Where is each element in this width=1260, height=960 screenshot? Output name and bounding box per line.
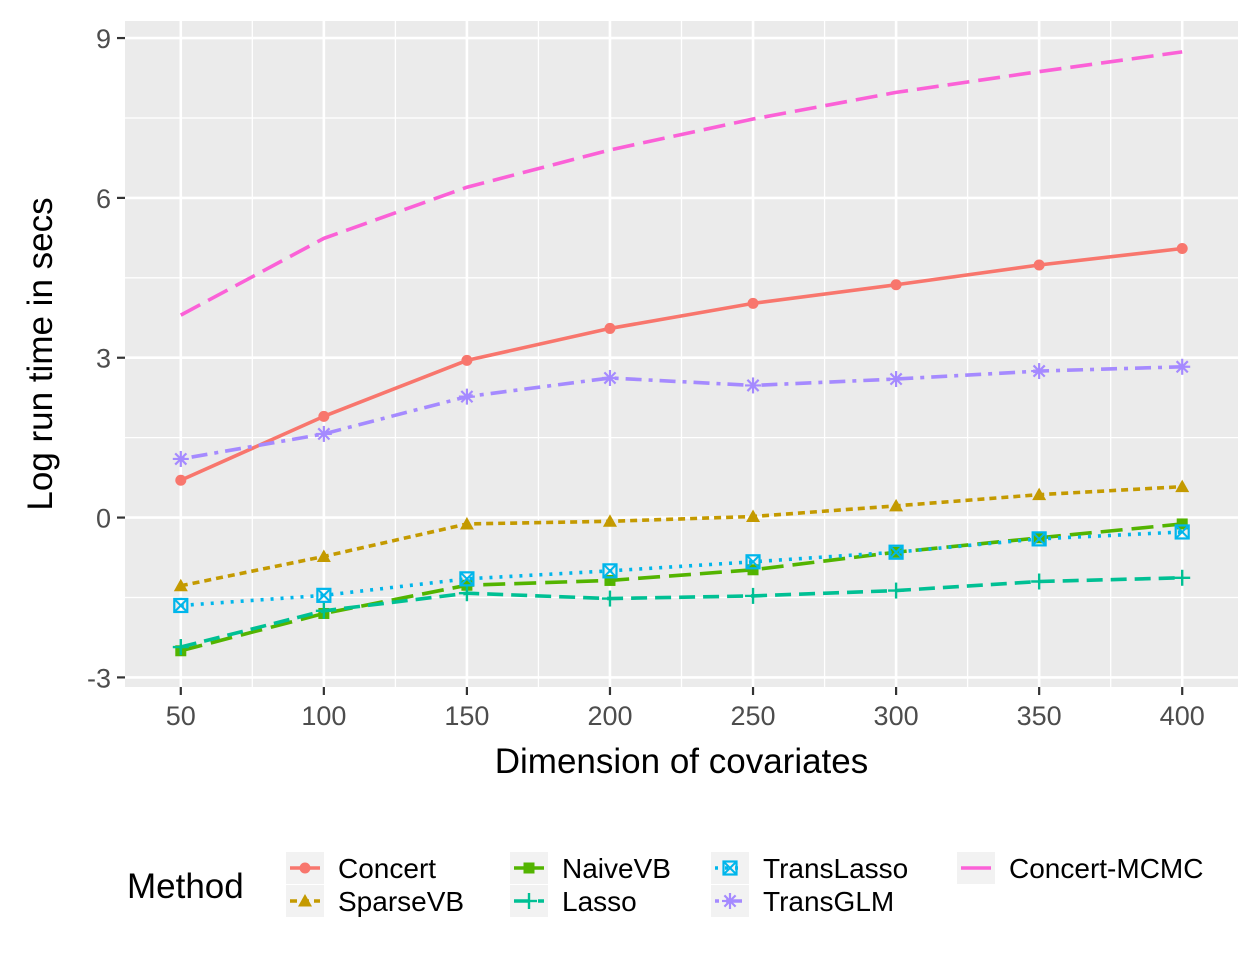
point	[745, 587, 762, 604]
point	[890, 279, 902, 291]
point	[521, 893, 537, 909]
x-tick-label: 100	[301, 701, 346, 731]
grid-lines	[125, 21, 1238, 687]
series-line	[179, 50, 1183, 317]
point	[888, 582, 905, 599]
series-concert-mcmc	[179, 50, 1183, 317]
legend-item-sparsevb: SparseVB	[286, 885, 464, 917]
point	[523, 862, 535, 874]
legend-label: Concert-MCMC	[1009, 853, 1203, 884]
point	[1031, 531, 1047, 547]
point	[601, 369, 618, 386]
legend-title: Method	[127, 867, 244, 906]
series-line	[180, 246, 1183, 482]
point	[458, 388, 475, 405]
point	[318, 410, 330, 422]
point	[888, 371, 905, 388]
series-line	[180, 530, 1183, 608]
point	[316, 549, 331, 562]
point	[747, 297, 759, 309]
legend-item-concert-mcmc: Concert-MCMC	[957, 852, 1203, 884]
point	[315, 425, 332, 442]
point	[315, 602, 332, 619]
point	[1033, 259, 1045, 271]
point	[604, 322, 616, 334]
point	[889, 498, 904, 512]
y-tick-label: 6	[96, 184, 111, 214]
point	[1174, 358, 1191, 375]
point	[316, 587, 332, 603]
point	[1176, 243, 1188, 255]
series-lasso	[172, 569, 1191, 656]
x-tick-label: 350	[1017, 701, 1062, 731]
point	[1174, 524, 1190, 540]
point	[1031, 363, 1048, 380]
y-axis-title: Log run time in secs	[21, 197, 60, 510]
legend-label: TransGLM	[763, 886, 894, 917]
point	[298, 894, 312, 907]
legend-item-naivevb: NaiveVB	[510, 852, 671, 884]
series-line	[180, 575, 1183, 649]
x-tick-label: 200	[587, 701, 632, 731]
legend-label: SparseVB	[338, 886, 464, 917]
legend-label: Concert	[338, 853, 436, 884]
x-tick-label: 150	[444, 701, 489, 731]
point	[459, 571, 475, 587]
point	[722, 893, 738, 909]
point	[175, 474, 187, 486]
y-tick-label: 0	[96, 504, 111, 534]
x-tick-label: 400	[1160, 701, 1205, 731]
legend-item-lasso: Lasso	[510, 885, 637, 917]
point	[461, 354, 473, 366]
point	[459, 516, 474, 530]
point	[602, 514, 617, 527]
y-tick-label: -3	[87, 663, 111, 693]
x-tick-label: 300	[874, 701, 919, 731]
point	[1032, 487, 1047, 501]
series-translasso	[173, 524, 1190, 614]
legend-label: Lasso	[562, 886, 637, 917]
x-axis-title: Dimension of covariates	[495, 742, 869, 781]
legend-item-translasso: TransLasso	[711, 852, 908, 884]
point	[602, 563, 618, 579]
y-tick-label: 3	[96, 344, 111, 374]
x-tick-label: 250	[730, 701, 775, 731]
series-sparsevb	[173, 479, 1190, 592]
point	[747, 564, 759, 576]
point	[746, 509, 761, 523]
legend-item-concert: Concert	[286, 852, 436, 884]
point	[458, 585, 475, 602]
axes: 50 100 150 200 250 300 350 400 -3 0 3 6 9	[87, 24, 1205, 731]
point	[1174, 569, 1191, 586]
point	[1176, 518, 1188, 530]
series-transglm	[172, 358, 1191, 467]
x-tick-label: 50	[166, 701, 196, 731]
series-concert	[175, 243, 1188, 486]
legend-item-transglm: TransGLM	[711, 885, 894, 917]
point	[172, 450, 189, 467]
point	[601, 590, 618, 607]
series-group	[172, 50, 1191, 657]
point	[173, 578, 188, 592]
point	[888, 544, 904, 560]
point	[1175, 479, 1190, 493]
point	[299, 862, 311, 874]
series-line	[180, 484, 1183, 588]
point	[173, 597, 189, 614]
point	[745, 377, 762, 394]
point	[722, 860, 738, 876]
point	[172, 639, 189, 656]
y-tick-label: 9	[96, 24, 111, 54]
point	[745, 554, 761, 570]
point	[1031, 573, 1048, 590]
point	[604, 574, 616, 586]
legend-label: NaiveVB	[562, 853, 671, 884]
legend-label: TransLasso	[763, 853, 908, 884]
